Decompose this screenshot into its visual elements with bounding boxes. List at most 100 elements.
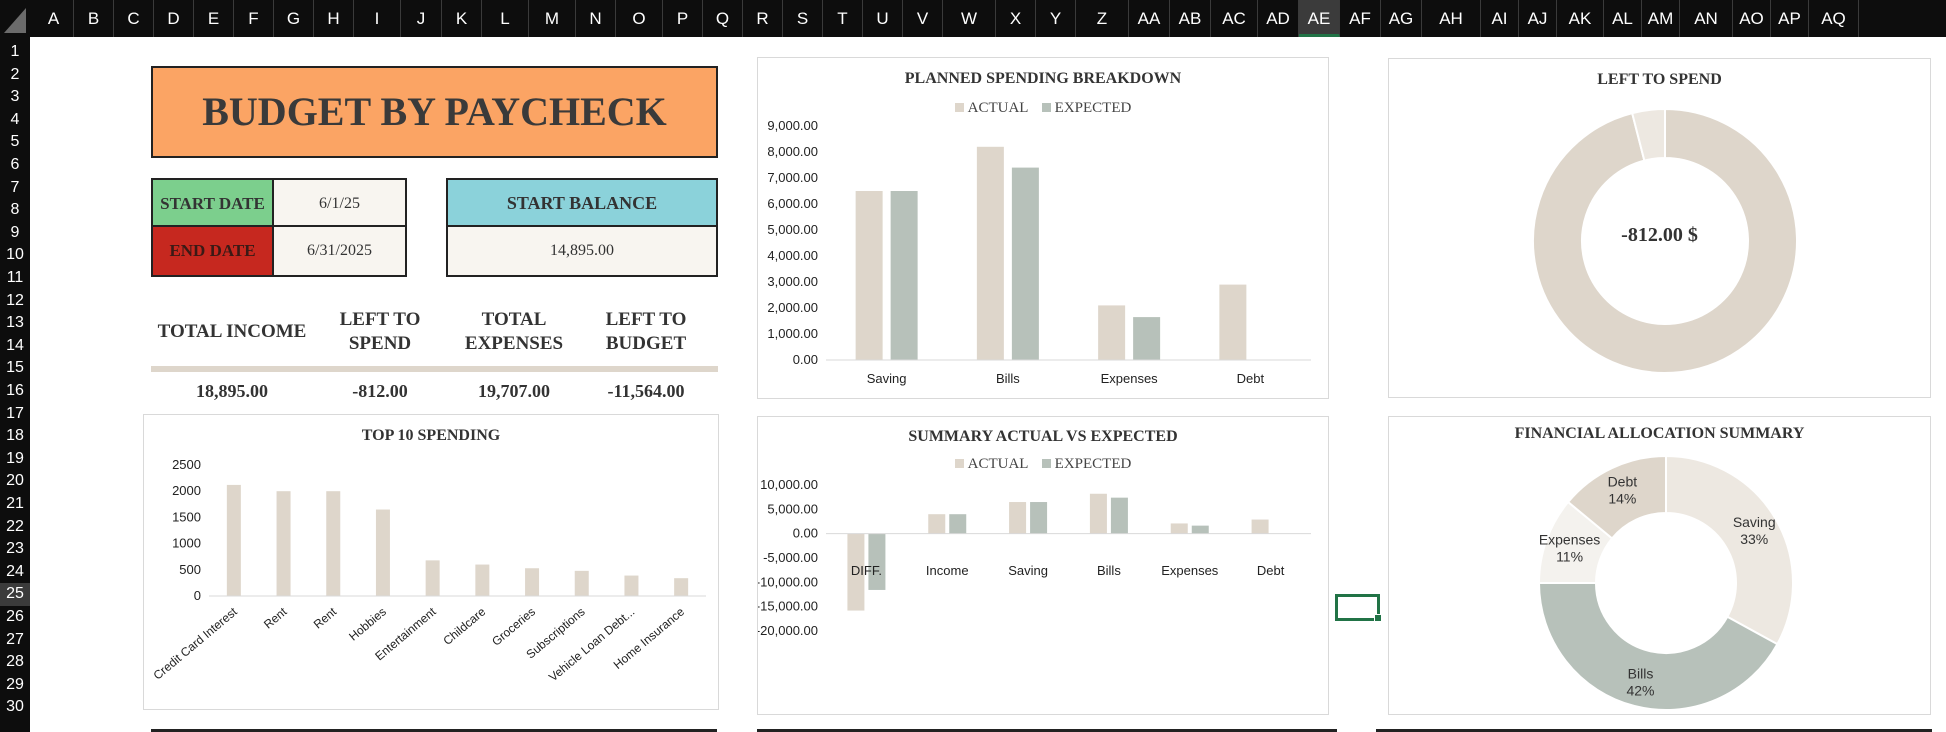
column-header-an[interactable]: AN xyxy=(1680,0,1733,37)
bar[interactable] xyxy=(326,491,341,596)
summary-actual-vs-expected-chart[interactable]: SUMMARY ACTUAL VS EXPECTED ACTUAL EXPECT… xyxy=(757,416,1329,715)
row-header-28[interactable]: 28 xyxy=(6,653,24,671)
bar[interactable] xyxy=(1089,493,1107,534)
row-header-11[interactable]: 11 xyxy=(6,269,24,286)
row-header-24[interactable]: 24 xyxy=(6,562,24,580)
column-header-y[interactable]: Y xyxy=(1036,0,1076,37)
bar[interactable] xyxy=(1110,497,1128,534)
column-header-f[interactable]: F xyxy=(234,0,274,37)
bar[interactable] xyxy=(574,570,589,596)
stat-value-4[interactable]: -11,564.00 xyxy=(607,381,685,401)
row-header-2[interactable]: 2 xyxy=(10,65,20,83)
column-header-g[interactable]: G xyxy=(274,0,314,37)
bar[interactable] xyxy=(425,560,440,596)
bar[interactable] xyxy=(375,509,390,596)
row-header-29[interactable]: 29 xyxy=(6,675,24,693)
column-header-ao[interactable]: AO xyxy=(1733,0,1771,37)
fill-handle[interactable] xyxy=(1374,614,1382,622)
column-header-m[interactable]: M xyxy=(529,0,576,37)
bar[interactable] xyxy=(226,484,241,596)
column-header-ab[interactable]: AB xyxy=(1170,0,1211,37)
row-header-21[interactable]: 21 xyxy=(6,495,24,512)
bar[interactable] xyxy=(1009,502,1027,534)
select-all-corner[interactable] xyxy=(0,0,30,37)
bar[interactable] xyxy=(868,533,886,590)
row-header-25[interactable]: 25 xyxy=(0,583,30,606)
bar[interactable] xyxy=(1030,502,1048,534)
stat-value-3[interactable]: 19,707.00 xyxy=(478,381,550,401)
column-header-q[interactable]: Q xyxy=(703,0,743,37)
row-header-26[interactable]: 26 xyxy=(6,608,24,625)
planned-spending-chart[interactable]: PLANNED SPENDING BREAKDOWN ACTUAL EXPECT… xyxy=(757,57,1329,399)
column-header-u[interactable]: U xyxy=(863,0,903,37)
bar[interactable] xyxy=(525,568,540,596)
start-balance-value[interactable]: 14,895.00 xyxy=(448,227,716,275)
column-header-ai[interactable]: AI xyxy=(1481,0,1519,37)
financial-allocation-chart[interactable]: FINANCIAL ALLOCATION SUMMARY Saving 33% Bi… xyxy=(1388,416,1931,715)
column-header-x[interactable]: X xyxy=(996,0,1036,37)
column-header-al[interactable]: AL xyxy=(1604,0,1642,37)
row-header-23[interactable]: 23 xyxy=(6,540,24,558)
column-header-ac[interactable]: AC xyxy=(1211,0,1258,37)
donut-slice-bills[interactable] xyxy=(1537,582,1779,711)
row-header-10[interactable]: 10 xyxy=(6,246,24,264)
column-header-ah[interactable]: AH xyxy=(1422,0,1481,37)
column-header-o[interactable]: O xyxy=(616,0,663,37)
row-header-18[interactable]: 18 xyxy=(6,427,24,445)
row-header-30[interactable]: 30 xyxy=(6,698,24,716)
row-header-1[interactable]: 1 xyxy=(10,43,20,60)
column-header-s[interactable]: S xyxy=(783,0,823,37)
column-header-l[interactable]: L xyxy=(482,0,529,37)
column-header-r[interactable]: R xyxy=(743,0,783,37)
column-header-j[interactable]: J xyxy=(401,0,442,37)
donut-slice-saving[interactable] xyxy=(1665,454,1794,646)
stat-value-2[interactable]: -812.00 xyxy=(352,381,408,401)
bar[interactable] xyxy=(976,146,1004,360)
row-header-20[interactable]: 20 xyxy=(6,472,24,490)
start-date-value[interactable]: 6/1/25 xyxy=(274,180,405,227)
column-header-p[interactable]: P xyxy=(663,0,703,37)
column-header-n[interactable]: N xyxy=(576,0,616,37)
top10-spending-chart[interactable]: TOP 10 SPENDING 0 500 1000 1500 2000 2500 Cred… xyxy=(143,414,719,710)
row-header-27[interactable]: 27 xyxy=(6,630,24,648)
bar[interactable] xyxy=(276,491,291,596)
column-header-e[interactable]: E xyxy=(194,0,234,37)
column-header-af[interactable]: AF xyxy=(1340,0,1381,37)
column-header-c[interactable]: C xyxy=(114,0,154,37)
column-header-v[interactable]: V xyxy=(903,0,943,37)
bar[interactable] xyxy=(1191,525,1209,534)
bar[interactable] xyxy=(1133,317,1161,360)
bar[interactable] xyxy=(1219,284,1247,360)
row-header-3[interactable]: 3 xyxy=(10,88,20,106)
column-header-z[interactable]: Z xyxy=(1076,0,1129,37)
stat-value-1[interactable]: 18,895.00 xyxy=(196,381,268,401)
bar[interactable] xyxy=(949,514,967,534)
column-header-aj[interactable]: AJ xyxy=(1519,0,1557,37)
end-date-value[interactable]: 6/31/2025 xyxy=(274,227,405,275)
column-header-aq[interactable]: AQ xyxy=(1809,0,1859,37)
left-to-spend-chart[interactable]: LEFT TO SPEND -812.00 $ xyxy=(1388,58,1931,398)
row-header-15[interactable]: 15 xyxy=(6,359,24,377)
donut-slice[interactable] xyxy=(1630,107,1666,162)
column-header-b[interactable]: B xyxy=(74,0,114,37)
column-header-k[interactable]: K xyxy=(442,0,482,37)
column-header-h[interactable]: H xyxy=(314,0,354,37)
donut-slice-debt[interactable] xyxy=(1566,454,1667,540)
row-header-7[interactable]: 7 xyxy=(10,178,20,196)
row-header-19[interactable]: 19 xyxy=(6,449,24,467)
column-header-w[interactable]: W xyxy=(943,0,996,37)
bar[interactable] xyxy=(1098,305,1126,360)
column-header-i[interactable]: I xyxy=(354,0,401,37)
row-header-9[interactable]: 9 xyxy=(10,223,20,241)
bar[interactable] xyxy=(674,578,689,596)
column-header-am[interactable]: AM xyxy=(1642,0,1680,37)
bar[interactable] xyxy=(855,191,883,360)
row-header-13[interactable]: 13 xyxy=(6,314,24,332)
bar[interactable] xyxy=(1251,519,1269,534)
row-header-22[interactable]: 22 xyxy=(6,517,24,535)
row-header-4[interactable]: 4 xyxy=(10,110,20,128)
selected-cell[interactable] xyxy=(1335,594,1380,621)
row-header-16[interactable]: 16 xyxy=(6,382,24,399)
row-header-14[interactable]: 14 xyxy=(6,336,24,354)
row-header-8[interactable]: 8 xyxy=(10,201,20,219)
